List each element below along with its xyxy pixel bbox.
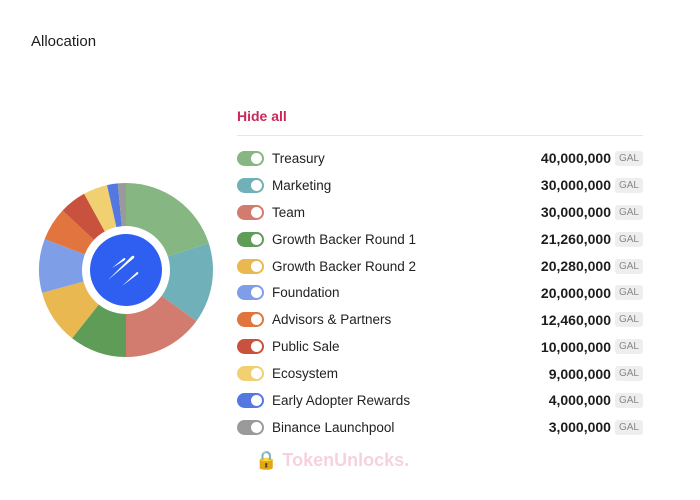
unit-badge: GAL (614, 392, 643, 408)
series-toggle[interactable] (237, 419, 264, 435)
series-amount: 20,280,000 (540, 258, 611, 274)
legend-row: Marketing 30,000,000 GAL (237, 172, 643, 199)
series-label: Growth Backer Round 2 (272, 258, 417, 274)
series-amount: 9,000,000 (548, 365, 611, 382)
series-toggle[interactable] (237, 204, 264, 220)
series-toggle[interactable] (237, 177, 264, 193)
series-amount: 21,260,000 (540, 231, 611, 248)
series-toggle[interactable] (237, 312, 264, 328)
unit-badge: GAL (614, 150, 643, 166)
series-label: Binance Launchpool (272, 419, 395, 435)
series-amount: 30,000,000 (540, 204, 611, 221)
series-amount: 4,000,000 (548, 392, 611, 409)
allocation-legend-list: Treasury 40,000,000 GAL Marketing 30,000,000… (237, 145, 643, 441)
unit-badge: GAL (614, 231, 643, 247)
allocation-donut-chart (39, 183, 213, 357)
legend-row: Ecosystem 9,000,000 GAL (237, 360, 643, 387)
legend-row: Treasury 40,000,000 GAL (237, 145, 643, 172)
unit-badge: GAL (614, 258, 643, 274)
divider (237, 135, 643, 136)
series-amount: 10,000,000 (540, 338, 611, 355)
unit-badge: GAL (614, 285, 643, 301)
legend-row: Early Adopter Rewards 4,000,000 GAL (237, 387, 643, 414)
series-toggle[interactable] (237, 258, 264, 274)
unit-badge: GAL (614, 312, 643, 328)
series-toggle[interactable] (237, 285, 264, 301)
tokenunlocks-watermark: 🔒 TokenUnlocks. (255, 450, 410, 470)
series-amount: 3,000,000 (548, 419, 611, 436)
unit-badge: GAL (614, 339, 643, 355)
unit-badge: GAL (614, 177, 643, 193)
series-toggle[interactable] (237, 231, 264, 247)
series-toggle[interactable] (237, 392, 264, 408)
series-amount: 40,000,000 (540, 150, 611, 167)
hide-all-button[interactable]: Hide all (237, 108, 287, 124)
token-logo-icon (90, 234, 162, 306)
series-label: Advisors & Partners (272, 312, 392, 328)
legend-row: Public Sale 10,000,000 GAL (237, 333, 643, 360)
series-label: Marketing (272, 177, 332, 193)
series-toggle[interactable] (237, 150, 264, 166)
series-amount: 30,000,000 (540, 177, 611, 194)
series-label: Growth Backer Round 1 (272, 231, 417, 247)
series-label: Foundation (272, 285, 340, 301)
pie-slice-marketing[interactable] (126, 243, 213, 322)
series-label: Team (272, 204, 306, 220)
unit-badge: GAL (614, 419, 643, 435)
unit-badge: GAL (614, 204, 643, 220)
legend-row: Foundation 20,000,000 GAL (237, 279, 643, 306)
section-title: Allocation (31, 33, 97, 50)
series-amount: 12,460,000 (540, 311, 611, 328)
legend-row: Advisors & Partners 12,460,000 GAL (237, 306, 643, 333)
series-label: Ecosystem (272, 366, 339, 382)
legend-row: Growth Backer Round 2 20,280,000 GAL (237, 253, 643, 280)
unit-badge: GAL (614, 366, 643, 382)
legend-row: Binance Launchpool 3,000,000 GAL (237, 414, 643, 441)
legend-row: Growth Backer Round 1 21,260,000 GAL (237, 226, 643, 253)
series-label: Public Sale (272, 339, 340, 355)
series-label: Early Adopter Rewards (272, 392, 411, 408)
series-label: Treasury (272, 150, 325, 166)
series-toggle[interactable] (237, 366, 264, 382)
series-amount: 20,000,000 (540, 284, 611, 301)
series-toggle[interactable] (237, 339, 264, 355)
legend-row: Team 30,000,000 GAL (237, 199, 643, 226)
